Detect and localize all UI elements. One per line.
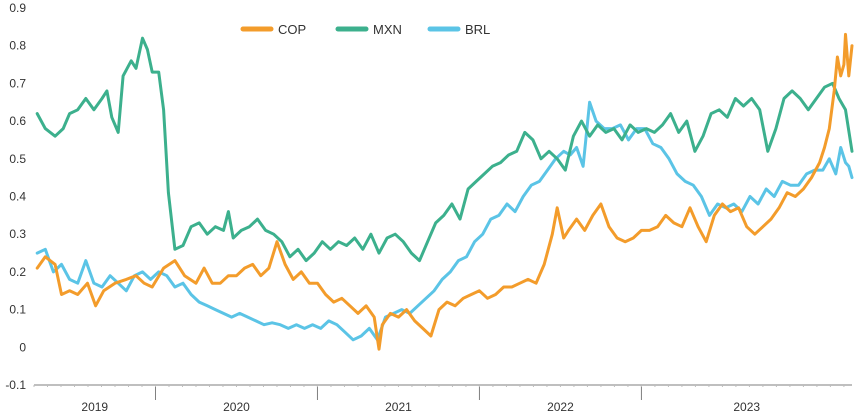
legend-label-mxn: MXN (373, 22, 402, 37)
x-year-label: 2019 (81, 400, 108, 414)
x-year-label: 2022 (547, 400, 574, 414)
series-line-mxn (35, 36, 854, 263)
y-tick-label: 0.1 (9, 303, 26, 317)
series-line-brl (35, 100, 854, 342)
y-tick-label: 0.5 (9, 152, 26, 166)
y-tick-label: 0.4 (9, 190, 26, 204)
legend-label-cop: COP (278, 22, 306, 37)
x-year-label: 2020 (223, 400, 250, 414)
x-axis: 2019 2020 2021 2022 2023 (33, 384, 852, 414)
legend: COP MXN BRL (240, 22, 490, 37)
series-lines (35, 32, 854, 351)
y-tick-label: 0.9 (9, 1, 26, 15)
y-tick-label: -0.1 (5, 378, 26, 392)
series-line-cop (35, 32, 854, 351)
legend-label-brl: BRL (465, 22, 490, 37)
y-tick-label: 0.3 (9, 227, 26, 241)
x-year-label: 2023 (733, 400, 760, 414)
y-tick-label: 0.6 (9, 114, 26, 128)
y-tick-label: 0.7 (9, 76, 26, 90)
x-year-label: 2021 (385, 400, 412, 414)
y-tick-label: 0 (19, 340, 26, 354)
y-tick-label: 0.2 (9, 265, 26, 279)
y-axis: -0.1 0 0.1 0.2 0.3 0.4 0.5 0.6 0.7 0.8 0.9 (5, 1, 26, 392)
y-tick-label: 0.8 (9, 39, 26, 53)
